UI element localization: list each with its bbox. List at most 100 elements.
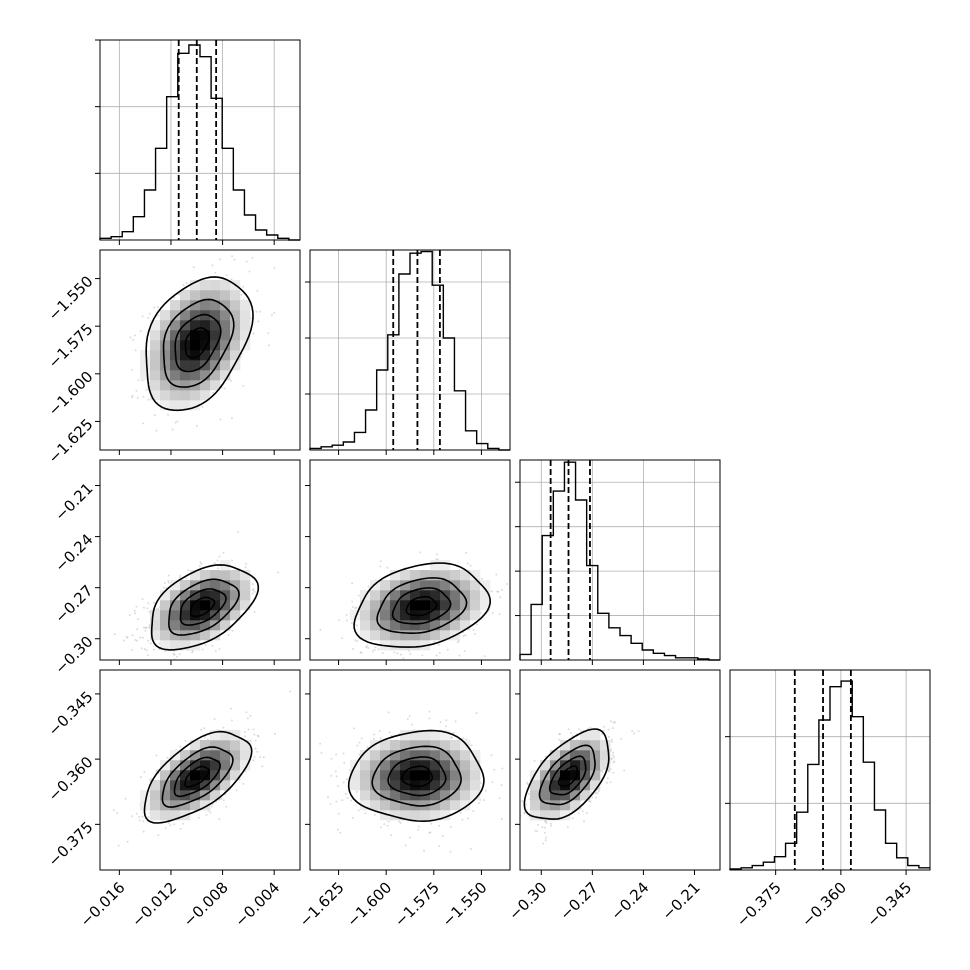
scatter-point — [257, 320, 260, 323]
scatter-point — [153, 648, 156, 651]
scatter-point — [197, 816, 200, 819]
density-cell — [190, 740, 201, 751]
density-cell — [410, 810, 421, 821]
density-cell — [230, 300, 241, 311]
scatter-point — [185, 282, 188, 284]
scatter-point — [607, 735, 610, 738]
scatter-point — [142, 422, 145, 425]
density-cell — [210, 570, 221, 581]
density-cell — [170, 400, 181, 411]
density-cell — [170, 320, 181, 331]
scatter-point — [495, 573, 498, 576]
density-cell — [540, 780, 551, 791]
scatter-point — [490, 754, 493, 757]
scatter-point — [204, 643, 207, 646]
scatter-point — [133, 609, 136, 612]
density-cell — [160, 350, 171, 361]
density-cell — [430, 610, 441, 621]
scatter-point — [134, 349, 137, 352]
scatter-point — [130, 396, 133, 399]
density-cell — [160, 390, 171, 401]
scatter-point — [446, 648, 449, 651]
scatter-point — [526, 781, 529, 784]
scatter-point — [148, 610, 151, 613]
scatter-point — [230, 719, 233, 722]
density-cell — [410, 730, 421, 741]
scatter-point — [378, 667, 380, 669]
density-cell — [390, 790, 401, 801]
scatter-point — [136, 628, 139, 631]
scatter-point — [201, 405, 204, 408]
scatter-point — [366, 746, 369, 749]
scatter-point — [249, 714, 252, 717]
density-cell — [200, 280, 211, 291]
density-cell — [430, 590, 441, 601]
scatter-point — [506, 583, 509, 585]
scatter-point — [393, 651, 396, 654]
density-cell — [370, 630, 381, 641]
density-cell — [200, 780, 211, 791]
density-cell — [200, 330, 211, 341]
density-cell — [560, 760, 571, 771]
scatter-point — [470, 744, 473, 747]
scatter-point — [609, 781, 612, 784]
density-cell — [180, 800, 191, 811]
scatter-point — [379, 565, 382, 568]
scatter-point — [452, 731, 455, 734]
scatter-point — [474, 632, 476, 635]
scatter-point — [596, 792, 599, 795]
scatter-point — [222, 726, 225, 729]
scatter-point — [173, 823, 176, 826]
density-cell — [160, 600, 171, 611]
density-cell — [220, 740, 231, 751]
y-tick-label: −0.27 — [51, 581, 96, 626]
scatter-point — [213, 718, 216, 720]
x-tick-label: −0.012 — [128, 878, 180, 930]
y-tick-label: −0.360 — [45, 753, 97, 805]
density-cell — [410, 780, 421, 791]
scatter-point — [379, 826, 382, 829]
contour-line — [174, 313, 222, 373]
scatter-point — [130, 368, 133, 371]
scatter-point — [191, 651, 193, 654]
scatter-point — [606, 781, 609, 784]
scatter-point — [271, 314, 273, 317]
y-tick-label: −1.550 — [45, 272, 97, 324]
density-cell — [200, 580, 211, 591]
scatter-point — [441, 835, 444, 837]
scatter-point — [550, 824, 553, 827]
scatter-point — [244, 566, 247, 569]
density-cell — [440, 780, 451, 791]
density-cell — [180, 330, 191, 341]
scatter-point — [543, 831, 546, 834]
density-cell — [140, 350, 151, 361]
density-cell — [220, 330, 231, 341]
scatter-point — [274, 732, 276, 735]
scatter-point — [167, 822, 170, 825]
scatter-point — [407, 649, 410, 652]
scatter-point — [213, 562, 216, 565]
panel-background — [310, 250, 510, 450]
scatter-point — [256, 289, 259, 292]
density-cell — [450, 570, 461, 581]
scatter-point — [608, 770, 610, 773]
density-cell — [210, 740, 221, 751]
scatter-point — [251, 256, 254, 259]
density-cell — [160, 810, 171, 821]
contour-line — [168, 578, 240, 636]
density-cell — [150, 380, 161, 391]
density-cell — [190, 590, 201, 601]
scatter-point — [164, 827, 167, 830]
density-cell — [390, 580, 401, 591]
density-cell — [450, 800, 461, 811]
scatter-point — [259, 756, 262, 759]
scatter-point — [566, 826, 569, 829]
density-cell — [210, 780, 221, 791]
contour-line — [405, 595, 438, 617]
scatter-point — [200, 562, 203, 565]
scatter-point — [167, 574, 170, 577]
density-cell — [390, 770, 401, 781]
density-cell — [470, 770, 481, 781]
density-cell — [200, 600, 211, 611]
density-cell — [460, 610, 471, 621]
